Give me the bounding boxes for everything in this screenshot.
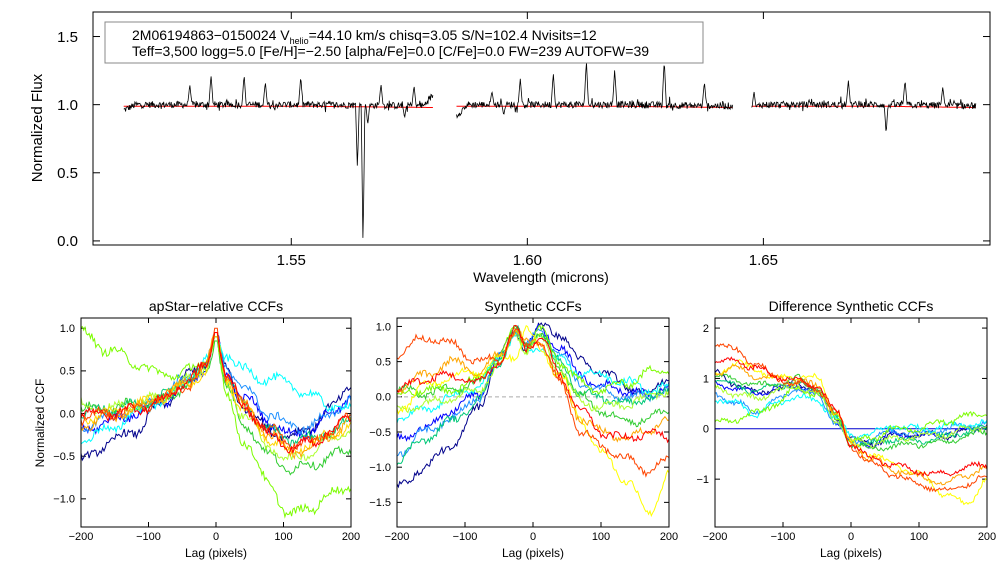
- ccf-series-9: [714, 359, 988, 506]
- ccf-panel-1-x-axis-label: Lag (pixels): [185, 546, 247, 560]
- ccf-panel-1-title: apStar−relative CCFs: [149, 298, 283, 314]
- y-tick-label: 0.5: [376, 356, 391, 368]
- x-tick-label: 200: [342, 531, 360, 543]
- x-tick-label: 0: [530, 531, 536, 543]
- y-tick-label: −0.5: [369, 427, 391, 439]
- ccf-series-10: [714, 364, 988, 486]
- spectrum-y-axis-label: Normalized Flux: [29, 73, 46, 182]
- ccf-panel-synthetic: Synthetic CCFs −200 −100 0 100 200 −1.5−1.0−…: [369, 298, 678, 560]
- y-tick-label: 0.0: [376, 392, 391, 404]
- x-tick-label: −100: [136, 531, 161, 543]
- ccf-series-8: [714, 383, 988, 449]
- y-tick-label: 2: [703, 323, 709, 335]
- ccf-panel-1-y-tick-labels: −1.0 −0.5 0.0 0.5 1.0: [53, 323, 75, 506]
- annotation-line-1: 2M06194863−0150024 Vhelio=44.10 km/s chi…: [132, 27, 597, 46]
- spectrum-frame: [92, 11, 991, 246]
- y-tick-label: 0.5: [57, 165, 78, 182]
- ccf-panel-3-title: Difference Synthetic CCFs: [769, 298, 934, 314]
- x-tick-label: 100: [592, 531, 610, 543]
- ccf-panel-3-x-tick-labels: −200 −100 0 100 200: [703, 531, 997, 543]
- ccf-panel-1-y-axis-label: Normalized CCF: [33, 379, 47, 468]
- ccf-panel-2-x-tick-labels: −200 −100 0 100 200: [385, 531, 679, 543]
- x-tick-label: 100: [910, 531, 928, 543]
- ccf-panel-3-y-tick-labels: −1 0 1 2: [696, 323, 709, 486]
- observed-spectrum-chip-3: [751, 80, 977, 131]
- annotation-line-2: Teff=3,500 logg=5.0 [Fe/H]=−2.50 [alpha/…: [132, 43, 649, 59]
- ccf-panel-1-frame: [80, 317, 352, 528]
- x-tick-label: 100: [274, 531, 292, 543]
- model-spectrum-chip-1: [123, 105, 433, 108]
- ccf-series-7: [714, 384, 988, 444]
- ccf-panel-2-series: [396, 322, 670, 518]
- x-tick-label: 200: [660, 531, 678, 543]
- annotation-velocity-subscript: helio: [290, 36, 309, 46]
- x-tick-label: −100: [453, 531, 478, 543]
- ccf-panel-3-x-axis-label: Lag (pixels): [820, 546, 882, 560]
- ccf-series-9: [396, 324, 670, 518]
- x-tick-label: 200: [978, 531, 996, 543]
- ccf-panel-1-x-tick-labels: −200 −100 0 100 200: [69, 531, 361, 543]
- y-tick-label: −1.5: [369, 497, 391, 509]
- y-tick-label: 1.5: [57, 29, 78, 46]
- x-tick-label: 1.55: [277, 252, 306, 269]
- observed-spectrum-chip-2: [456, 62, 734, 119]
- ccf-panel-2-y-tick-labels: −1.5 −1.0 −0.5 0.0 0.5 1.0: [369, 321, 391, 509]
- ccf-panel-2-frame: [396, 317, 670, 528]
- y-tick-label: −1.0: [53, 494, 75, 506]
- spectrum-grid-ticks: [93, 12, 990, 245]
- spectrum-data-line: [123, 62, 977, 238]
- ccf-series-8: [396, 332, 670, 414]
- spectrum-x-axis-label: Wavelength (microns): [473, 269, 609, 285]
- ccf-panel-2-title: Synthetic CCFs: [484, 298, 581, 314]
- annotation-star-velocity: 2M06194863−0150024 V: [132, 27, 290, 43]
- spectrum-x-tick-labels: 1.55 1.60 1.65: [277, 252, 778, 269]
- x-tick-label: 1.60: [513, 252, 542, 269]
- spectrum-annotation-box: 2M06194863−0150024 Vhelio=44.10 km/s chi…: [104, 21, 704, 64]
- y-tick-label: 0.0: [60, 408, 75, 420]
- spectrum-panel: 1.55 1.60 1.65 0.0 0.5 1.0 1.5 Wavelength (mi…: [29, 11, 991, 285]
- x-tick-label: 1.65: [749, 252, 778, 269]
- y-tick-label: −0.5: [53, 451, 75, 463]
- ccf-panel-1-series: [80, 325, 352, 519]
- observed-spectrum-chip-1: [123, 76, 434, 238]
- x-tick-label: 0: [213, 531, 219, 543]
- ccf-series-12: [714, 356, 988, 478]
- y-tick-label: 0: [703, 424, 709, 436]
- x-tick-label: 0: [848, 531, 854, 543]
- ccf-series-12: [80, 332, 352, 454]
- ccf-series-12: [396, 324, 670, 444]
- annotation-frame: [104, 21, 704, 64]
- x-tick-label: −200: [69, 531, 94, 543]
- ccf-series-9: [80, 336, 352, 456]
- ccf-panel-apstar-relative: apStar−relative CCFs −200 −100 0 100 200 −1.…: [33, 298, 360, 560]
- y-tick-label: 1.0: [60, 323, 75, 335]
- annotation-fit-stats: =44.10 km/s chisq=3.05 S/N=102.4 Nvisits…: [309, 27, 597, 43]
- ccf-panel-3-frame: [714, 317, 988, 528]
- ccf-series-10: [396, 330, 670, 443]
- ccf-panel-3-series: [714, 343, 988, 506]
- y-tick-label: −1.0: [369, 462, 391, 474]
- y-tick-label: 1.0: [57, 97, 78, 114]
- ccf-panel-2-x-axis-label: Lag (pixels): [502, 546, 564, 560]
- ccf-series-6: [80, 340, 352, 476]
- ccf-panel-difference: Difference Synthetic CCFs −200 −100 0 100 20…: [696, 298, 996, 560]
- y-tick-label: 0.0: [57, 233, 78, 250]
- y-tick-label: −1: [696, 474, 709, 486]
- x-tick-label: −200: [385, 531, 410, 543]
- spectrum-y-tick-labels: 0.0 0.5 1.0 1.5: [57, 29, 78, 250]
- y-tick-label: 1: [703, 373, 709, 385]
- y-tick-label: 1.0: [376, 321, 391, 333]
- y-tick-label: 0.5: [60, 366, 75, 378]
- x-tick-label: −100: [771, 531, 796, 543]
- x-tick-label: −200: [703, 531, 728, 543]
